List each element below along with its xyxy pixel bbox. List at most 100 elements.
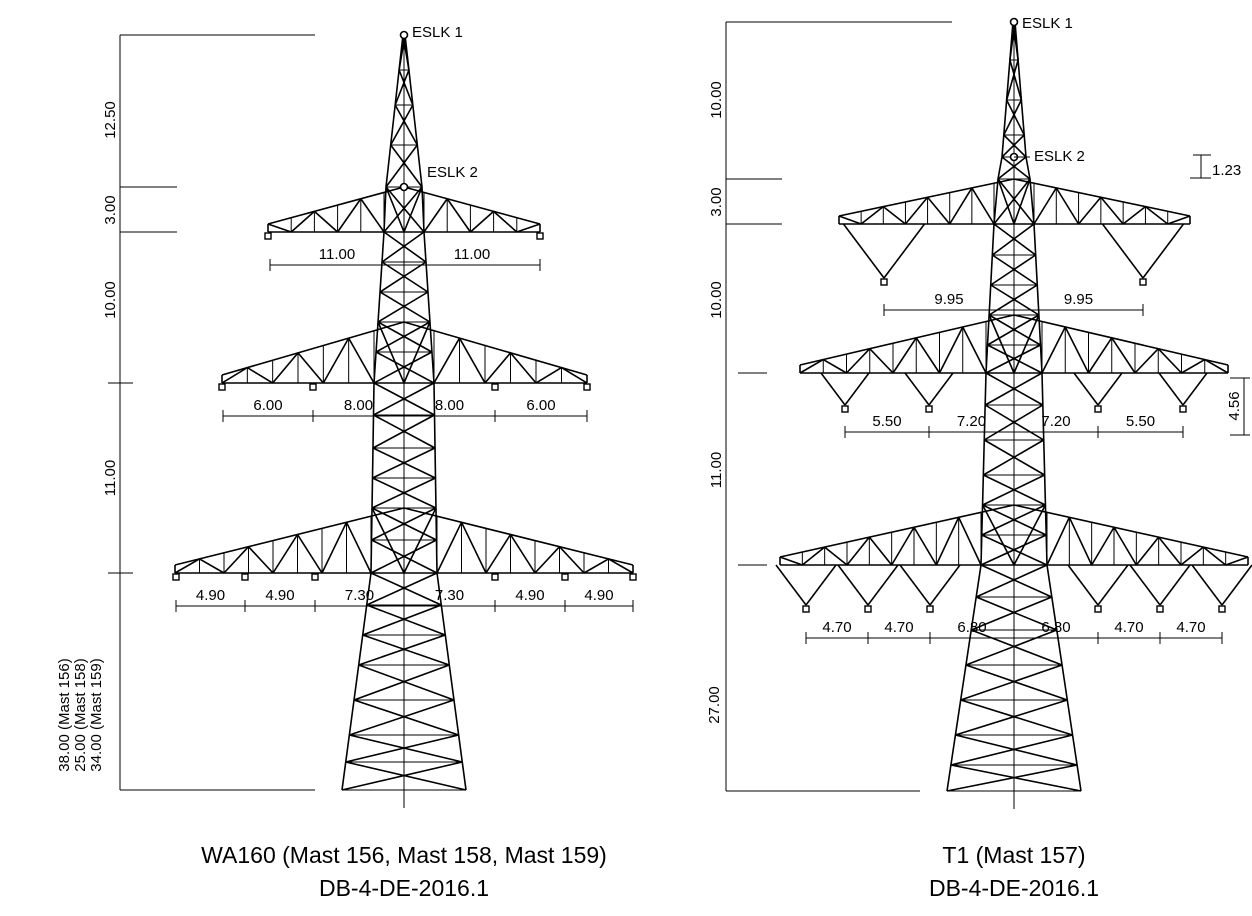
arm-web bbox=[516, 223, 541, 233]
arm-web bbox=[882, 206, 906, 225]
arm-web bbox=[336, 198, 362, 233]
arm-chord bbox=[403, 186, 541, 225]
tower-leg bbox=[341, 34, 404, 791]
arm-web bbox=[1055, 187, 1080, 225]
dim-label: 4.90 bbox=[265, 587, 294, 604]
arm-web bbox=[926, 196, 951, 225]
insulator bbox=[841, 405, 849, 413]
arm-web bbox=[1225, 556, 1249, 566]
arm-web bbox=[561, 366, 588, 384]
brace bbox=[366, 572, 438, 606]
arm-web bbox=[868, 536, 893, 566]
arm-web bbox=[1181, 358, 1206, 374]
arm-web bbox=[869, 348, 894, 374]
arm-web bbox=[779, 556, 803, 566]
arm-web bbox=[272, 352, 299, 384]
arm-web bbox=[223, 546, 250, 574]
insulator-string bbox=[1158, 372, 1184, 406]
arm-web bbox=[1204, 358, 1229, 374]
brace bbox=[960, 664, 1063, 701]
brace bbox=[372, 447, 436, 479]
insulator bbox=[561, 573, 569, 581]
brace bbox=[398, 69, 414, 106]
dim-label: 4.70 bbox=[822, 619, 851, 636]
dim-label: 4.70 bbox=[1176, 619, 1205, 636]
insulator-string bbox=[775, 564, 807, 606]
brace bbox=[993, 223, 1037, 256]
arm-web bbox=[458, 337, 486, 384]
arm-web bbox=[949, 187, 973, 225]
arm-web bbox=[446, 198, 472, 233]
dim-label: 5.50 bbox=[872, 413, 901, 430]
brace bbox=[997, 178, 1035, 225]
brace bbox=[373, 351, 433, 384]
brace bbox=[394, 69, 410, 106]
brace bbox=[982, 439, 1045, 476]
brace bbox=[1009, 59, 1023, 101]
brace bbox=[370, 539, 437, 574]
arm-web bbox=[1100, 196, 1124, 225]
arm-chord bbox=[174, 507, 405, 566]
arm-web bbox=[1134, 348, 1159, 374]
insulator bbox=[926, 605, 934, 613]
arm-web bbox=[1064, 326, 1090, 374]
dim-label: 10.00 bbox=[708, 281, 725, 319]
insulator bbox=[218, 383, 226, 391]
arm-web bbox=[981, 504, 1015, 566]
arm-web bbox=[583, 558, 609, 574]
brace bbox=[390, 144, 423, 188]
brace bbox=[1001, 156, 1031, 180]
insulator bbox=[241, 573, 249, 581]
brace bbox=[362, 604, 442, 636]
brace bbox=[955, 734, 1078, 766]
brace bbox=[353, 664, 450, 701]
brace bbox=[379, 291, 431, 323]
insulator-string bbox=[805, 564, 837, 606]
dim-label: 8.00 bbox=[344, 397, 373, 414]
arm-web bbox=[493, 210, 518, 233]
brace bbox=[394, 104, 419, 146]
brace bbox=[349, 699, 455, 736]
dim-label: 25.00 (Mast 158) bbox=[72, 658, 89, 771]
arm-web bbox=[535, 366, 562, 384]
arm-web bbox=[313, 210, 339, 233]
insulator-string bbox=[1129, 564, 1161, 606]
arm-web bbox=[1090, 526, 1115, 566]
arm-chord bbox=[799, 314, 1015, 366]
arm-web bbox=[436, 521, 463, 574]
brace bbox=[997, 156, 1027, 180]
arm-web bbox=[246, 366, 274, 384]
arm-web bbox=[403, 321, 431, 384]
dim-label: 4.90 bbox=[584, 587, 613, 604]
insulator-string bbox=[837, 564, 869, 606]
insulator bbox=[1094, 405, 1102, 413]
insulator bbox=[264, 232, 272, 240]
brace bbox=[341, 761, 463, 791]
insulator-string bbox=[928, 372, 954, 406]
insulator-string bbox=[1097, 564, 1129, 606]
dim-label: 12.50 bbox=[102, 101, 119, 139]
arm-web bbox=[971, 187, 995, 225]
caption: DB-4-DE-2016.1 bbox=[319, 875, 489, 901]
insulator bbox=[583, 383, 591, 391]
brace bbox=[385, 186, 425, 233]
insulator bbox=[172, 573, 180, 581]
arm-web bbox=[890, 526, 915, 566]
brace bbox=[383, 186, 423, 233]
arm-web bbox=[460, 521, 487, 574]
arm-web bbox=[1046, 516, 1071, 566]
brace bbox=[955, 699, 1068, 736]
dim-label: 7.30 bbox=[345, 587, 374, 604]
arm-web bbox=[345, 521, 372, 574]
brace bbox=[383, 231, 427, 263]
brace bbox=[982, 474, 1046, 506]
dim-label: 7.20 bbox=[957, 413, 986, 430]
dim-label: 11.00 bbox=[708, 452, 725, 488]
brace bbox=[965, 664, 1068, 701]
insulator bbox=[1179, 405, 1187, 413]
arm-web bbox=[371, 507, 405, 574]
arm-web bbox=[1013, 504, 1047, 566]
brace bbox=[980, 534, 1047, 566]
dim-label: 4.70 bbox=[1114, 619, 1143, 636]
